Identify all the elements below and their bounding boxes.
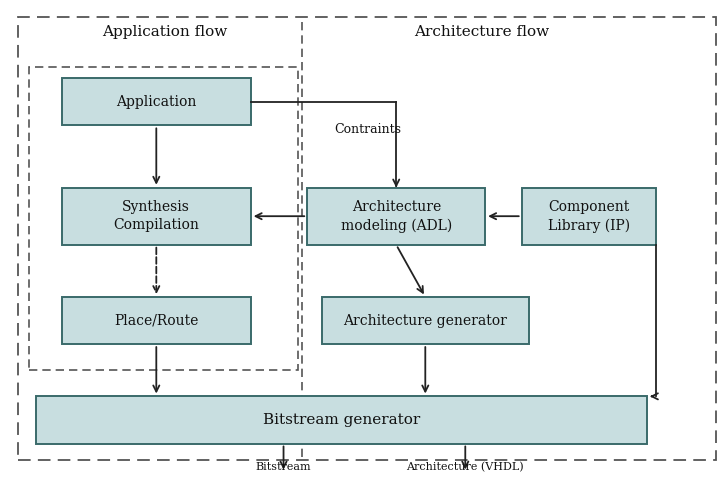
FancyBboxPatch shape <box>308 187 486 245</box>
Text: Architecture
modeling (ADL): Architecture modeling (ADL) <box>340 200 452 233</box>
Text: Bitstream: Bitstream <box>256 462 311 472</box>
Text: Contraints: Contraints <box>334 123 401 136</box>
Text: Bitstream generator: Bitstream generator <box>263 413 420 427</box>
FancyBboxPatch shape <box>321 297 529 344</box>
Text: Synthesis
Compilation: Synthesis Compilation <box>113 200 199 233</box>
FancyBboxPatch shape <box>522 187 656 245</box>
Text: Application: Application <box>116 95 196 109</box>
Text: Architecture generator: Architecture generator <box>343 314 507 328</box>
Text: Place/Route: Place/Route <box>114 314 198 328</box>
Text: Component
Library (IP): Component Library (IP) <box>548 200 630 233</box>
FancyBboxPatch shape <box>62 187 251 245</box>
FancyBboxPatch shape <box>62 78 251 125</box>
Text: Architecture flow: Architecture flow <box>414 25 550 39</box>
FancyBboxPatch shape <box>62 297 251 344</box>
Text: Architecture (VHDL): Architecture (VHDL) <box>406 462 524 472</box>
Text: Application flow: Application flow <box>102 25 227 39</box>
FancyBboxPatch shape <box>36 397 647 443</box>
